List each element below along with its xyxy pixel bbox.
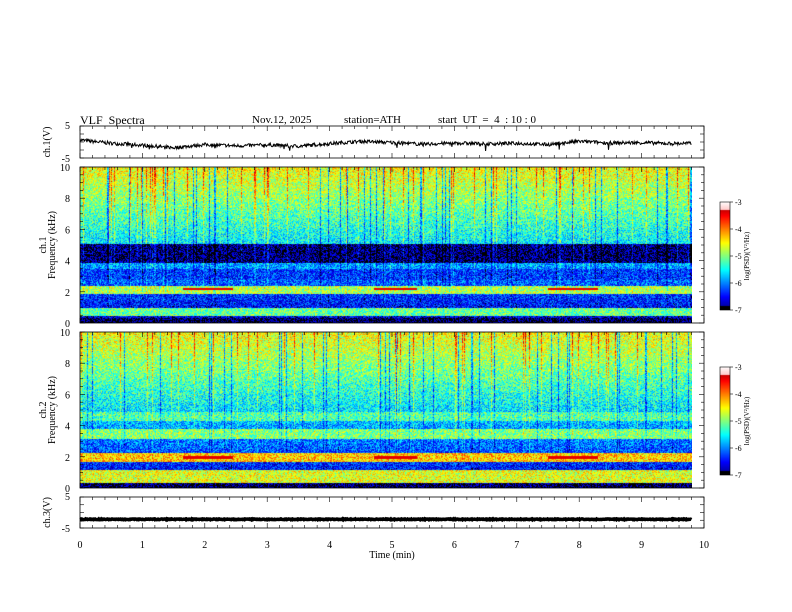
x-axis-label: Time (min) [369,550,414,561]
ch2-spectrogram-ytick: 10 [60,328,70,339]
ch2-spectrogram-ytick: 8 [65,359,70,370]
x-tick-label: 9 [639,540,644,551]
ch2-spectrogram-ylabel: Frequency (kHz) [47,376,58,444]
ch1-spectrogram-colorbar-title: log(PSD)(V²/Hz) [743,231,751,280]
ch3-waveform-ylabel: ch.3(V) [42,497,53,528]
x-tick-label: 3 [265,540,270,551]
ch1-spectrogram-frame [79,166,705,324]
ch2-spectrogram-ytick: 6 [65,390,70,401]
x-tick-label: 4 [327,540,332,551]
ch1-spectrogram-ytick: 8 [65,194,70,205]
ch1-spectrogram-ylabel: Frequency (kHz) [47,211,58,279]
x-tick-label: 7 [514,540,519,551]
ch1-spectrogram-colorbar-label: -3 [735,198,742,207]
ch2-spectrogram-ytick: 4 [65,422,70,433]
plot-title: VLF Spectra [80,113,145,127]
ch1-spectrogram-ytick: 0 [65,319,70,330]
ch1-spectrogram-colorbar-label: -5 [735,252,742,261]
x-tick-label: 6 [452,540,457,551]
ch1-spectrogram-ylabel: ch.1 [38,237,49,254]
ch1-spectrogram-ytick: 2 [65,288,70,299]
ch2-spectrogram-colorbar-label: -4 [735,390,742,399]
ch1-waveform-ytick: -5 [62,154,70,165]
ch2-spectrogram-frame [79,331,705,489]
ch2-spectrogram-ytick: 2 [65,453,70,464]
ch3-waveform-trace [79,516,693,523]
start-time-label: start UT = 4 : 10 : 0 [438,114,536,126]
ch1-colorbar-image [720,202,730,310]
ch1-spectrogram-ytick: 6 [65,225,70,236]
ch1-waveform-ylabel: ch.1(V) [42,127,53,158]
ch1-spectrogram-colorbar-frame [719,201,731,311]
x-tick-label: 2 [202,540,207,551]
ch3-waveform-ytick: -5 [62,524,70,535]
ch2-spectrogram-colorbar-label: -5 [735,417,742,426]
ch2-spectrogram-colorbar-label: -6 [735,444,742,453]
ch3-waveform-ytick: 5 [65,492,70,503]
ch2-spectrogram-ytick: 0 [65,484,70,495]
ch2-spectrogram-colorbar-title: log(PSD)(V²/Hz) [743,396,751,445]
ch1-spectrogram-ytick: 10 [60,163,70,174]
ch2-spectrogram-colorbar-label: -7 [735,471,742,480]
x-tick-label: 8 [577,540,582,551]
ch2-spectrogram-colorbar-frame [719,366,731,476]
ch1-spectrogram-ytick: 4 [65,257,70,268]
ch1-spectrogram-image [80,167,692,323]
x-tick-label: 10 [699,540,709,551]
ch1-spectrogram-colorbar-label: -6 [735,279,742,288]
ch1-spectrogram-colorbar-label: -4 [735,225,742,234]
x-tick-label: 1 [140,540,145,551]
ch2-spectrogram-colorbar-label: -3 [735,363,742,372]
x-tick-label: 5 [390,540,395,551]
station-label: station=ATH [344,114,401,126]
ch2-colorbar-image [720,367,730,475]
x-tick-label: 0 [78,540,83,551]
ch2-spectrogram-ylabel: ch.2 [38,402,49,419]
ch1-waveform-trace [79,138,692,152]
ch1-spectrogram-colorbar-label: -7 [735,306,742,315]
date-label: Nov.12, 2025 [252,114,312,126]
ch1-waveform-ytick: 5 [65,121,70,132]
ch2-spectrogram-image [80,332,692,488]
